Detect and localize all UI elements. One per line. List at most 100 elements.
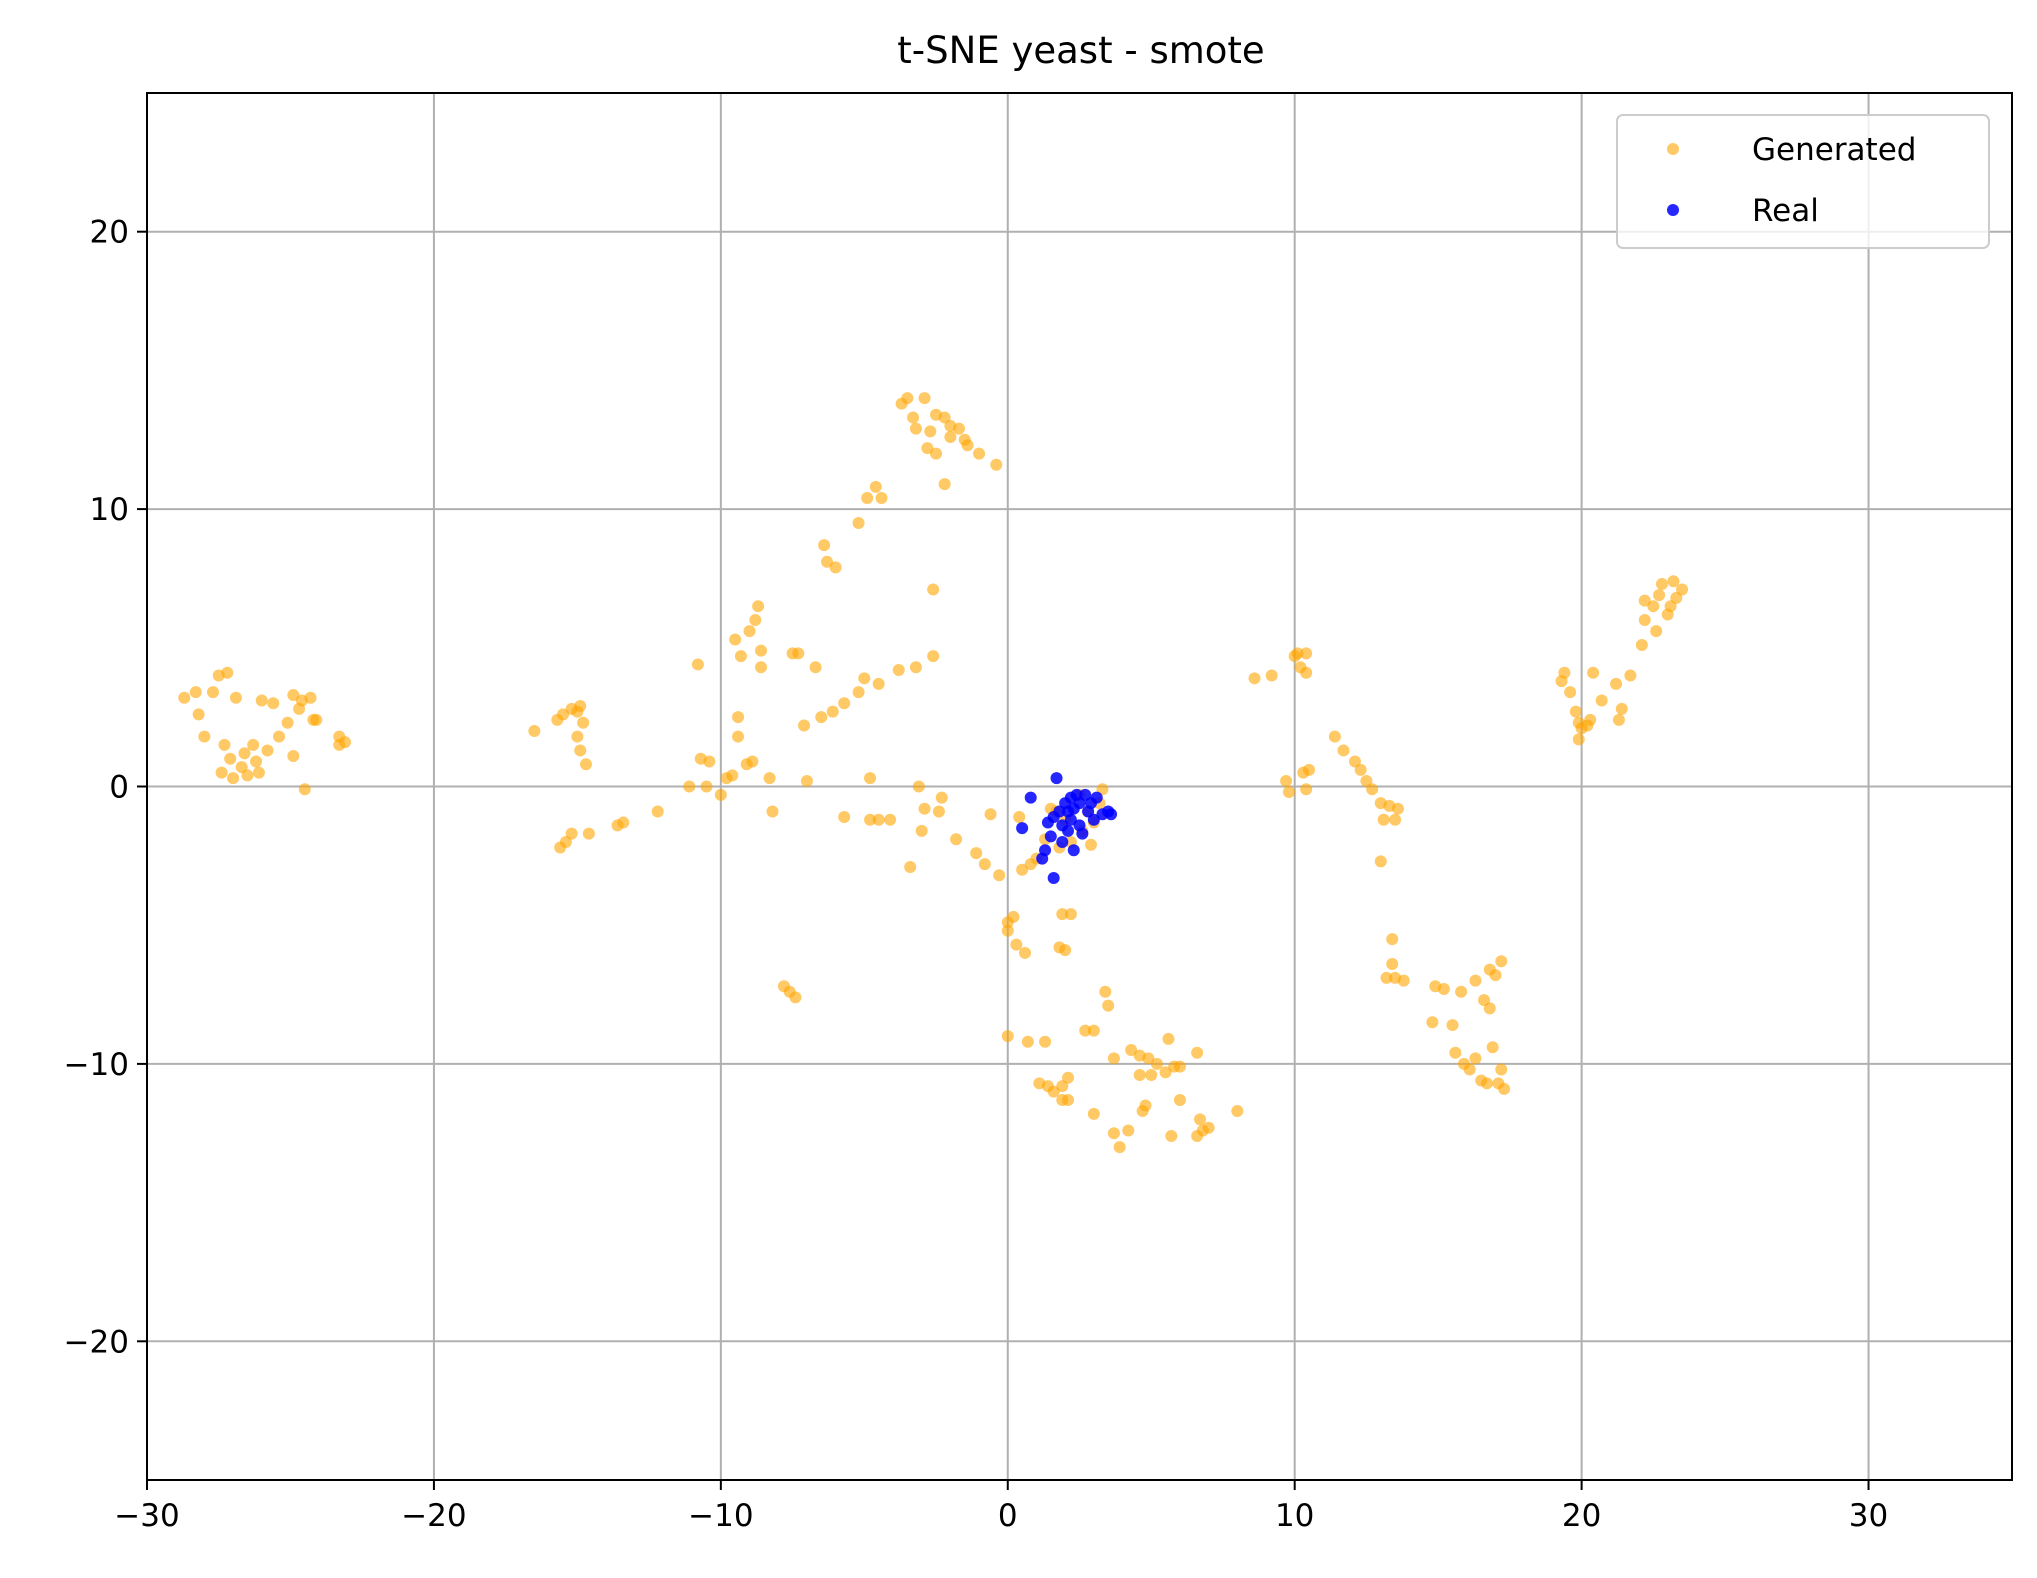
generated-point [1194,1113,1207,1126]
generated-point [1653,589,1666,602]
generated-point [1282,786,1295,799]
generated-point [1265,669,1278,682]
generated-point [1389,813,1402,826]
generated-point [1013,811,1026,824]
y-tick-label: 0 [109,770,129,806]
generated-point [1087,1107,1100,1120]
generated-point [918,392,931,405]
real-point [1050,772,1063,785]
generated-point [743,625,756,638]
generated-point [838,697,851,710]
generated-point [683,780,696,793]
generated-point [298,783,311,796]
generated-point [1676,583,1689,596]
generated-point [1386,958,1399,971]
generated-point [1380,971,1393,984]
generated-point [1486,1041,1499,1054]
generated-point [1202,1121,1215,1134]
generated-point [224,752,237,765]
generated-point [1248,672,1261,685]
generated-point [1018,946,1031,959]
generated-point [935,791,948,804]
generated-point [1426,1016,1439,1029]
real-series [1016,772,1118,885]
generated-point [272,730,285,743]
generated-point [714,788,727,801]
generated-point [1291,647,1304,660]
generated-point [1612,713,1625,726]
generated-point [565,827,578,840]
generated-point [973,447,986,460]
generated-point [1300,783,1313,796]
generated-point [1480,1077,1493,1090]
generated-point [869,480,882,493]
generated-series [178,392,1689,1154]
real-point [1044,830,1057,843]
generated-point [1102,999,1115,1012]
generated-point [792,647,805,660]
generated-point [1655,577,1668,590]
real-point [1087,813,1100,826]
x-tick-label: 0 [998,1498,1018,1534]
generated-point [1449,1046,1462,1059]
generated-point [852,686,865,699]
generated-point [1615,702,1628,715]
real-point [1024,791,1037,804]
generated-point [1483,1002,1496,1015]
generated-point [838,811,851,824]
generated-point [1079,1024,1092,1037]
generated-point [1437,983,1450,996]
generated-point [970,847,983,860]
generated-point [763,772,776,785]
generated-point [909,422,922,435]
generated-point [1142,1052,1155,1065]
generated-point [907,411,920,424]
generated-point [984,808,997,821]
generated-point [798,719,811,732]
generated-point [858,672,871,685]
generated-point [1062,1071,1075,1084]
generated-point [571,730,584,743]
generated-point [1087,1024,1100,1037]
generated-point [1638,614,1651,627]
generated-point [938,478,951,491]
generated-point [1064,908,1077,921]
generated-point [918,802,931,815]
generated-point [338,736,351,749]
generated-point [557,708,570,721]
y-tick-label: 10 [90,492,129,528]
generated-point [815,711,828,724]
generated-point [1047,1085,1060,1098]
generated-point [749,614,762,627]
generated-point [950,833,963,846]
generated-point [932,805,945,818]
generated-point [1099,985,1112,998]
generated-point [993,869,1006,882]
real-point [1090,791,1103,804]
y-tick-label: 20 [90,215,129,251]
real-point [1056,835,1069,848]
chart-title: t-SNE yeast - smote [897,29,1264,72]
generated-point [221,666,234,679]
real-point [1105,808,1118,821]
generated-point [287,749,300,762]
generated-point [726,769,739,782]
real-point [1067,844,1080,857]
generated-point [924,425,937,438]
y-tick-label: −20 [64,1324,129,1360]
generated-point [1300,647,1313,660]
generated-point [1016,863,1029,876]
generated-point [1463,1063,1476,1076]
generated-point [691,658,704,671]
generated-point [864,772,877,785]
generated-point [1001,1030,1014,1043]
generated-point [189,686,202,699]
generated-point [215,766,228,779]
generated-point [909,661,922,674]
generated-point [261,744,274,757]
generated-point [729,633,742,646]
generated-point [892,663,905,676]
generated-point [1391,802,1404,815]
generated-point [904,860,917,873]
